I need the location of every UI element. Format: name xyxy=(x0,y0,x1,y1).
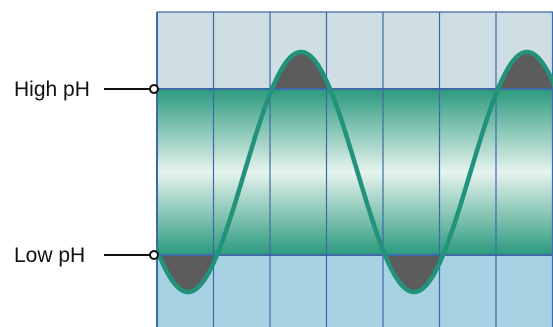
low-ph-marker-circle xyxy=(149,250,159,260)
high-excursion-shade xyxy=(271,52,331,91)
grid-lines xyxy=(156,11,553,327)
high-ph-label: High pH xyxy=(14,78,90,101)
low-excursion-shade xyxy=(158,253,218,292)
below-range-band xyxy=(157,255,553,327)
low-ph-label: Low pH xyxy=(14,244,85,267)
ph-range-band xyxy=(157,89,553,255)
high-ph-marker-circle xyxy=(149,84,159,94)
ph-wave-curve xyxy=(157,49,553,295)
low-excursion-shade xyxy=(384,253,444,292)
above-range-band xyxy=(157,12,553,89)
